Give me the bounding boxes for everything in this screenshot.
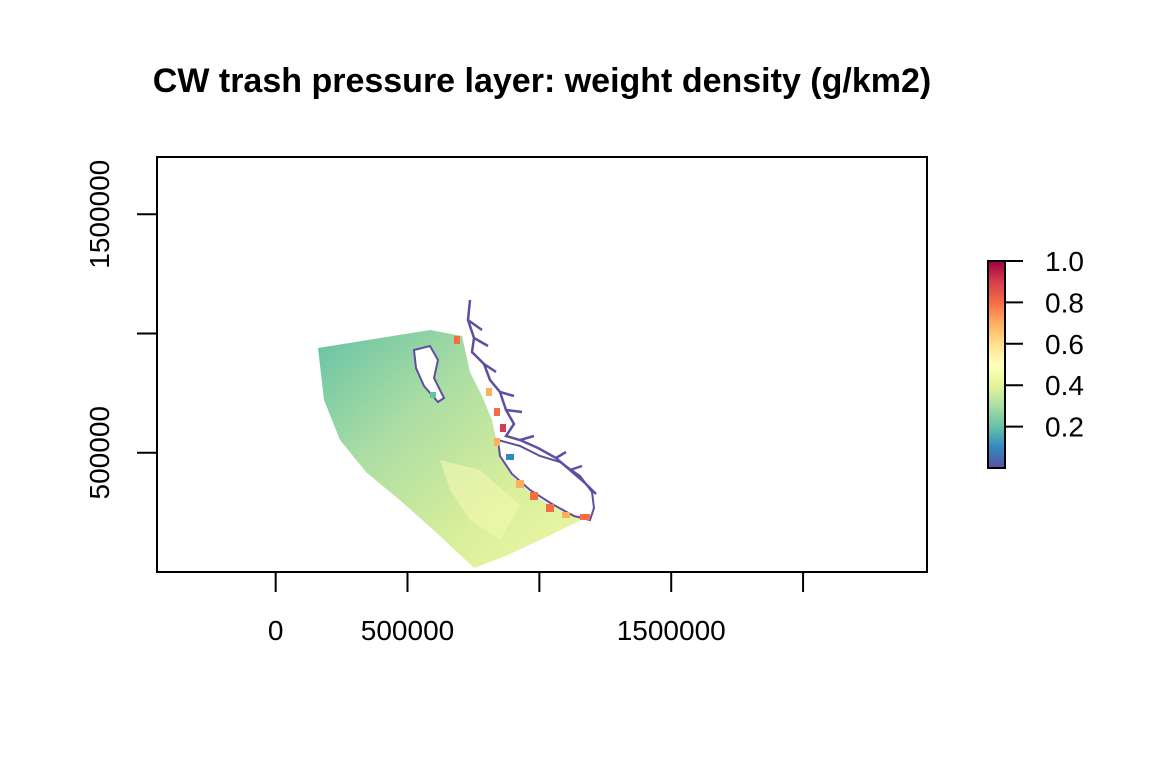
coastline-fjords	[466, 299, 597, 495]
y-axis-tick-label: 1500000	[84, 160, 115, 269]
legend-tick-label: 1.0	[1045, 246, 1084, 277]
legend-tick-label: 0.4	[1045, 370, 1084, 401]
legend-tick-label: 0.6	[1045, 329, 1084, 360]
legend-color-bar	[987, 260, 1006, 469]
x-axis-tick-label: 0	[268, 615, 284, 646]
offshore-density-region	[318, 330, 586, 568]
map-raster	[318, 299, 597, 568]
x-axis-tick-label: 500000	[361, 615, 454, 646]
x-axis: 0 500000 1500000	[268, 571, 805, 646]
island-landmass	[412, 344, 446, 404]
offshore-lighter-band	[440, 460, 520, 540]
nearshore-hotspots	[430, 336, 590, 520]
legend-tick-label: 0.2	[1045, 412, 1084, 443]
color-legend: 0.2 0.4 0.6 0.8 1.0	[987, 246, 1084, 469]
x-axis-tick-label: 1500000	[617, 615, 726, 646]
y-axis: 500000 1500000	[84, 160, 158, 499]
plot-title: CW trash pressure layer: weight density …	[153, 62, 931, 100]
mainland-landmass	[496, 438, 596, 522]
y-axis-tick-label: 500000	[84, 406, 115, 499]
legend-tick-label: 0.8	[1045, 287, 1084, 318]
